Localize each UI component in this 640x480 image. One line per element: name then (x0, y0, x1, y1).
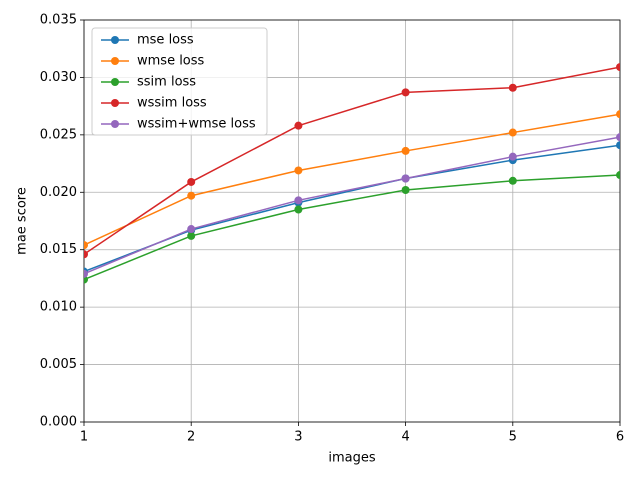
data-point (616, 110, 620, 119)
y-axis-label: mae score (15, 187, 30, 255)
legend-marker (111, 99, 119, 107)
data-point (616, 171, 620, 180)
legend-label: wssim loss (137, 96, 207, 111)
legend-label: wmse loss (137, 54, 205, 69)
y-tick-label: 0.025 (40, 127, 77, 142)
legend-box (91, 27, 268, 136)
legend-marker (111, 36, 119, 44)
data-point (508, 128, 517, 137)
x-tick-label: 4 (401, 430, 409, 445)
data-point (187, 177, 196, 186)
x-tick-label: 2 (187, 430, 195, 445)
data-point (294, 166, 303, 175)
data-point (401, 88, 410, 97)
y-tick-label: 0.005 (40, 357, 77, 372)
data-point (508, 176, 517, 185)
data-point (84, 269, 88, 278)
data-point (84, 241, 88, 250)
y-tick-label: 0.000 (40, 415, 77, 430)
data-point (616, 141, 620, 150)
data-point (401, 146, 410, 155)
x-tick-label: 3 (294, 430, 302, 445)
data-point (616, 133, 620, 142)
data-point (187, 225, 196, 234)
plot-area (84, 63, 620, 284)
plot-frame (83, 19, 621, 423)
legend-marker (111, 57, 119, 65)
x-axis-label: images (328, 451, 375, 466)
x-tick-label: 6 (616, 430, 624, 445)
series-line (84, 136, 620, 275)
data-point (84, 250, 88, 259)
data-point (187, 191, 196, 200)
data-point (294, 121, 303, 130)
series-line (84, 113, 620, 246)
legend-marker (111, 78, 119, 86)
y-tick-label: 0.010 (40, 300, 77, 315)
y-tick-label: 0.035 (40, 13, 77, 28)
data-point (401, 174, 410, 183)
data-point (508, 83, 517, 92)
legend-label: wssim+wmse loss (137, 117, 256, 132)
legend-label: ssim loss (137, 75, 196, 90)
y-tick-label: 0.015 (40, 242, 77, 257)
data-point (401, 185, 410, 194)
y-tick-label: 0.020 (40, 185, 77, 200)
y-tick-label: 0.030 (40, 70, 77, 85)
x-tick-label: 1 (80, 430, 88, 445)
legend-label: mse loss (137, 33, 194, 48)
data-point (294, 205, 303, 214)
series-line (84, 66, 620, 255)
series-line (84, 174, 620, 281)
legend-marker (111, 120, 119, 128)
data-point (616, 63, 620, 72)
data-point (187, 231, 196, 240)
x-tick-label: 5 (509, 430, 517, 445)
data-point (508, 152, 517, 161)
data-point (294, 196, 303, 205)
